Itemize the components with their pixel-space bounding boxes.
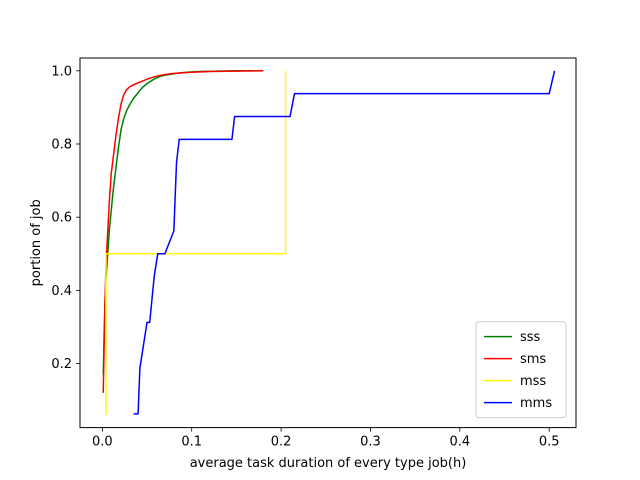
x-tick-label: 0.1 (181, 435, 202, 450)
x-axis-ticks: 0.0 0.1 0.2 0.3 0.4 0.5 (92, 427, 560, 450)
x-tick-label: 0.2 (271, 435, 292, 450)
y-tick-label: 0.4 (51, 284, 72, 299)
y-axis-label: portion of job (29, 199, 44, 286)
legend-label-mms: mms (520, 396, 552, 411)
y-tick-label: 1.0 (51, 64, 72, 79)
x-axis-label: average task duration of every type job(… (190, 456, 467, 471)
y-tick-label: 0.8 (51, 137, 72, 152)
series-line-mss (105, 70, 287, 415)
y-tick-label: 0.2 (51, 357, 72, 372)
series-line-mms (133, 70, 556, 415)
plot-lines (102, 70, 556, 415)
legend-label-mss: mss (520, 374, 546, 389)
y-tick-label: 0.6 (51, 211, 72, 226)
legend-box (475, 321, 567, 419)
legend-label-sss: sss (520, 330, 541, 345)
series-line-sms (102, 70, 264, 393)
x-tick-label: 0.3 (360, 435, 381, 450)
x-tick-label: 0.0 (92, 435, 113, 450)
y-axis-ticks: 0.2 0.4 0.6 0.8 1.0 (51, 64, 80, 372)
legend-label-sms: sms (520, 352, 546, 367)
legend: sss sms mss mms (475, 321, 567, 419)
x-tick-label: 0.5 (539, 435, 560, 450)
plot-frame (79, 57, 577, 429)
x-tick-label: 0.4 (449, 435, 470, 450)
